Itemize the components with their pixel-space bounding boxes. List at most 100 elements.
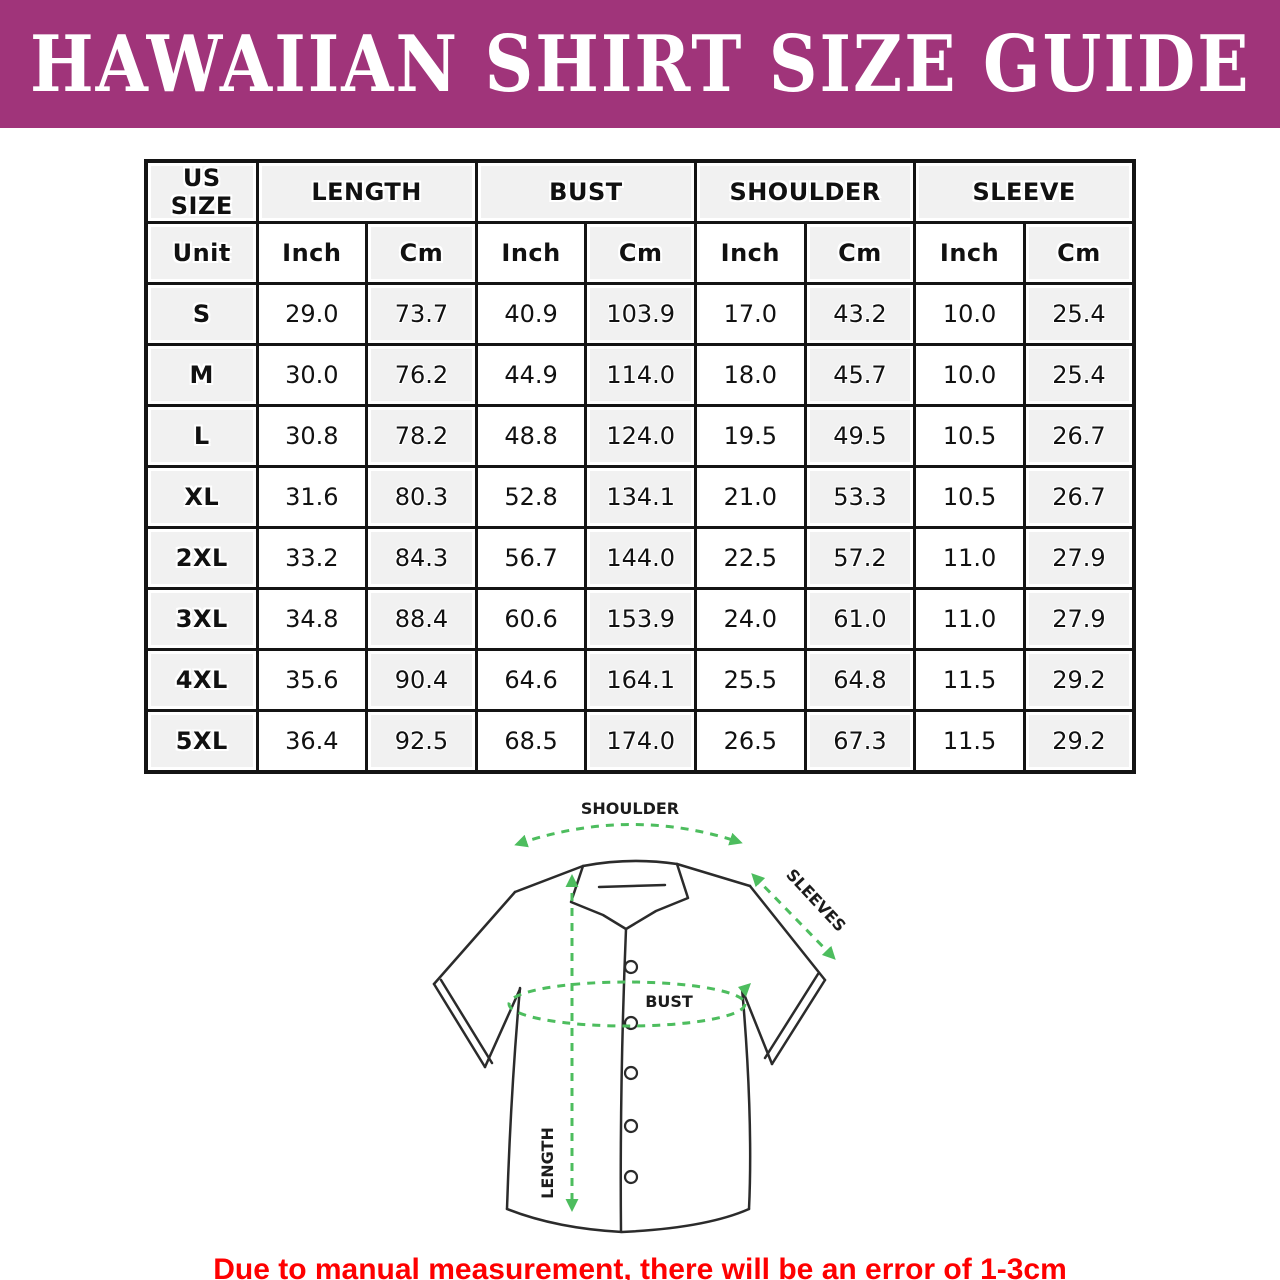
unit-cell: Inch xyxy=(255,221,369,285)
value-cell: 11.5 xyxy=(913,709,1026,774)
value-cell: 153.9 xyxy=(584,587,697,651)
value-cell: 29.2 xyxy=(1022,709,1136,774)
bust-label: BUST xyxy=(645,992,693,1011)
value-cell: 19.5 xyxy=(694,404,807,468)
col-group-shoulder: SHOULDER xyxy=(693,159,917,224)
size-row-5xl: 5XL 36.4 92.5 68.5 174.0 26.5 67.3 11.5 … xyxy=(144,709,1136,774)
value-cell: 33.2 xyxy=(255,526,369,590)
button xyxy=(623,1169,639,1185)
bust-arrow-ellipse xyxy=(507,980,747,1028)
shoulder-seam-left xyxy=(513,864,585,894)
value-cell: 60.6 xyxy=(474,587,588,651)
value-cell: 29.0 xyxy=(255,282,369,346)
sleeve-right-cuff-band xyxy=(763,972,820,1060)
measurement-disclaimer: Due to manual measurement, there will be… xyxy=(213,1253,1067,1280)
value-cell: 26.5 xyxy=(694,709,807,774)
value-cell: 22.5 xyxy=(694,526,807,590)
value-cell: 134.1 xyxy=(584,465,697,529)
value-cell: 34.8 xyxy=(255,587,369,651)
sleeve-right-inner xyxy=(740,987,774,1066)
button xyxy=(623,1065,639,1081)
value-cell: 10.0 xyxy=(913,282,1026,346)
sleeve-left-cuff xyxy=(432,982,487,1069)
placket xyxy=(619,927,628,1234)
unit-cell: Cm xyxy=(803,221,917,285)
button xyxy=(623,959,639,975)
value-cell: 73.7 xyxy=(365,282,478,346)
bust-arrowhead-icon xyxy=(738,983,751,997)
size-row-m: M 30.0 76.2 44.9 114.0 18.0 45.7 10.0 25… xyxy=(144,343,1136,407)
value-cell: 84.3 xyxy=(365,526,478,590)
size-label: M xyxy=(144,343,259,407)
group-header-row: US SIZE LENGTH BUST SHOULDER SLEEVE xyxy=(144,159,1136,224)
size-label: 5XL xyxy=(144,709,259,774)
value-cell: 64.6 xyxy=(474,648,588,712)
value-cell: 64.8 xyxy=(803,648,917,712)
value-cell: 56.7 xyxy=(474,526,588,590)
value-cell: 88.4 xyxy=(365,587,478,651)
value-cell: 27.9 xyxy=(1022,526,1136,590)
value-cell: 164.1 xyxy=(584,648,697,712)
size-row-xl: XL 31.6 80.3 52.8 134.1 21.0 53.3 10.5 2… xyxy=(144,465,1136,529)
page-title: HAWAIIAN SHIRT SIZE GUIDE xyxy=(29,17,1251,111)
value-cell: 124.0 xyxy=(584,404,697,468)
value-cell: 26.7 xyxy=(1022,404,1136,468)
value-cell: 67.3 xyxy=(803,709,917,774)
value-cell: 29.2 xyxy=(1022,648,1136,712)
value-cell: 61.0 xyxy=(803,587,917,651)
shoulder-arrow xyxy=(514,823,743,848)
size-label: 3XL xyxy=(144,587,259,651)
size-table-container: US SIZE LENGTH BUST SHOULDER SLEEVE Unit… xyxy=(144,159,1136,774)
value-cell: 10.5 xyxy=(913,404,1026,468)
unit-label: Unit xyxy=(144,221,259,285)
value-cell: 36.4 xyxy=(255,709,369,774)
unit-cell: Inch xyxy=(694,221,807,285)
unit-cell: Cm xyxy=(584,221,697,285)
value-cell: 10.0 xyxy=(913,343,1026,407)
value-cell: 49.5 xyxy=(803,404,917,468)
value-cell: 11.0 xyxy=(913,587,1026,651)
sleeves-label: SLEEVES xyxy=(782,865,849,935)
size-table: US SIZE LENGTH BUST SHOULDER SLEEVE Unit… xyxy=(144,159,1136,774)
sleeve-right-cuff xyxy=(770,978,827,1066)
unit-cell: Cm xyxy=(365,221,478,285)
unit-row: Unit Inch Cm Inch Cm Inch Cm Inch Cm xyxy=(144,221,1136,285)
value-cell: 43.2 xyxy=(803,282,917,346)
size-label: XL xyxy=(144,465,259,529)
value-cell: 31.6 xyxy=(255,465,369,529)
value-cell: 24.0 xyxy=(694,587,807,651)
value-cell: 18.0 xyxy=(694,343,807,407)
value-cell: 30.0 xyxy=(255,343,369,407)
value-cell: 53.3 xyxy=(803,465,917,529)
hem xyxy=(505,1207,751,1234)
value-cell: 26.7 xyxy=(1022,465,1136,529)
size-label: L xyxy=(144,404,259,468)
value-cell: 90.4 xyxy=(365,648,478,712)
col-group-sleeve: SLEEVE xyxy=(913,159,1136,224)
col-group-us-size: US SIZE xyxy=(144,159,259,224)
shoulder-seam-right xyxy=(675,862,752,888)
size-row-s: S 29.0 73.7 40.9 103.9 17.0 43.2 10.0 25… xyxy=(144,282,1136,346)
unit-cell: Inch xyxy=(913,221,1026,285)
value-cell: 25.4 xyxy=(1022,282,1136,346)
shirt-diagram-svg: SHOULDER SLEEVES BUST LENGTH xyxy=(432,799,850,1234)
header-banner: HAWAIIAN SHIRT SIZE GUIDE xyxy=(0,0,1280,128)
value-cell: 21.0 xyxy=(694,465,807,529)
value-cell: 11.5 xyxy=(913,648,1026,712)
size-label: S xyxy=(144,282,259,346)
body-side-left xyxy=(505,986,522,1211)
collar-band-top xyxy=(581,859,679,868)
collar-band-bottom xyxy=(597,883,667,889)
size-row-4xl: 4XL 35.6 90.4 64.6 164.1 25.5 64.8 11.5 … xyxy=(144,648,1136,712)
value-cell: 92.5 xyxy=(365,709,478,774)
shirt-outline xyxy=(432,859,827,1234)
value-cell: 27.9 xyxy=(1022,587,1136,651)
sleeves-arrow xyxy=(751,873,836,960)
body-side-right xyxy=(740,986,752,1211)
value-cell: 114.0 xyxy=(584,343,697,407)
shoulder-label: SHOULDER xyxy=(581,799,679,818)
sleeve-left-cuff-band xyxy=(439,978,494,1065)
collar-left xyxy=(569,864,628,931)
unit-cell: Cm xyxy=(1022,221,1136,285)
value-cell: 17.0 xyxy=(694,282,807,346)
